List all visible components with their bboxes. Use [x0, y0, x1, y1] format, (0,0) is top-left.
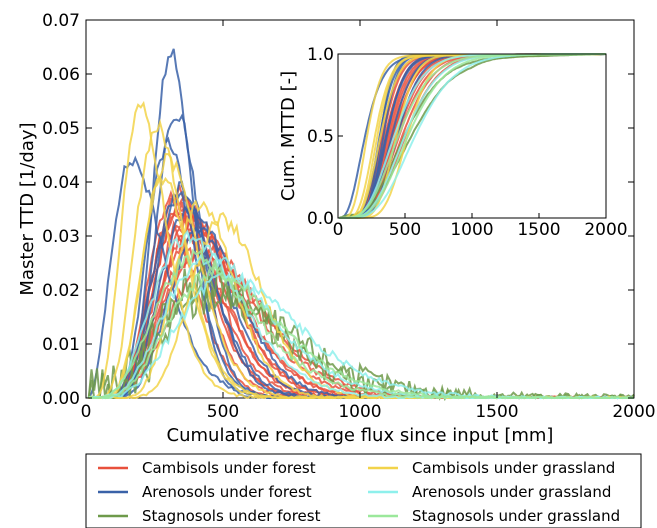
x-tick-label: 1000: [338, 402, 381, 422]
x-axis-label: Cumulative recharge flux since input [mm…: [167, 425, 554, 446]
legend-label: Arenosols under grassland: [412, 483, 611, 501]
x-tick-label: 2000: [612, 402, 655, 422]
legend-box: [85, 453, 642, 528]
legend-label: Stagnosols under forest: [142, 507, 321, 525]
main-y-ticks: 0.00 0.01 0.02 0.03 0.04 0.05 0.06 0.07: [42, 11, 634, 409]
inset-y-tick-label: 1.0: [307, 45, 334, 65]
inset-y-ticks: 0.0 0.5 1.0: [307, 45, 343, 229]
y-tick-label: 0.04: [42, 173, 80, 193]
legend-label: Cambisols under grassland: [412, 459, 615, 477]
inset-y-axis-label: Cum. MTTD [-]: [278, 71, 299, 201]
y-tick-label: 0.06: [42, 65, 80, 85]
main-plot: 0 500 1000 1500 2000 0.000.010.020.030.040.0…: [17, 11, 656, 446]
inset-x-tick-label: 2000: [584, 220, 627, 240]
inset-x-tick-label: 500: [389, 220, 421, 240]
y-tick-label: 0.07: [42, 11, 80, 31]
legend-label: Arenosols under forest: [142, 483, 312, 501]
y-tick-label: 0.02: [42, 281, 80, 301]
inset-x-tick-label: 1500: [517, 220, 560, 240]
legend: Cambisols under forest Cambisols under gr…: [85, 453, 642, 528]
main-x-ticks: 0 500 1000 1500 2000: [81, 20, 656, 422]
y-tick-label: 0.05: [42, 119, 80, 139]
legend-items: Cambisols under forest Cambisols under gr…: [98, 459, 620, 525]
y-tick-label: 0.01: [42, 335, 80, 355]
x-tick-label: 0: [81, 402, 92, 422]
x-tick-label: 1500: [475, 402, 518, 422]
x-tick-label: 500: [207, 402, 239, 422]
y-tick-label: 0.00: [42, 389, 80, 409]
inset-x-ticks: 0 500 1000 1500 2000: [333, 213, 628, 240]
inset-x-tick-label: 0: [333, 220, 344, 240]
legend-label: Cambisols under forest: [142, 459, 316, 477]
y-tick-label: 0.03: [42, 227, 80, 247]
inset-y-tick-label: 0.0: [307, 209, 334, 229]
y-axis-label: Master TTD [1/day]: [17, 122, 38, 295]
ttd-curve-5-1: [88, 262, 634, 400]
inset-plot: 0 500 1000 1500 2000 0.0 0.5 1.0 Cum. MTTD [-]: [278, 45, 628, 240]
legend-label: Stagnosols under grassland: [412, 507, 620, 525]
main-curves: [87, 48, 635, 402]
inset-x-tick-label: 1000: [450, 220, 493, 240]
inset-y-tick-label: 0.5: [307, 127, 334, 147]
